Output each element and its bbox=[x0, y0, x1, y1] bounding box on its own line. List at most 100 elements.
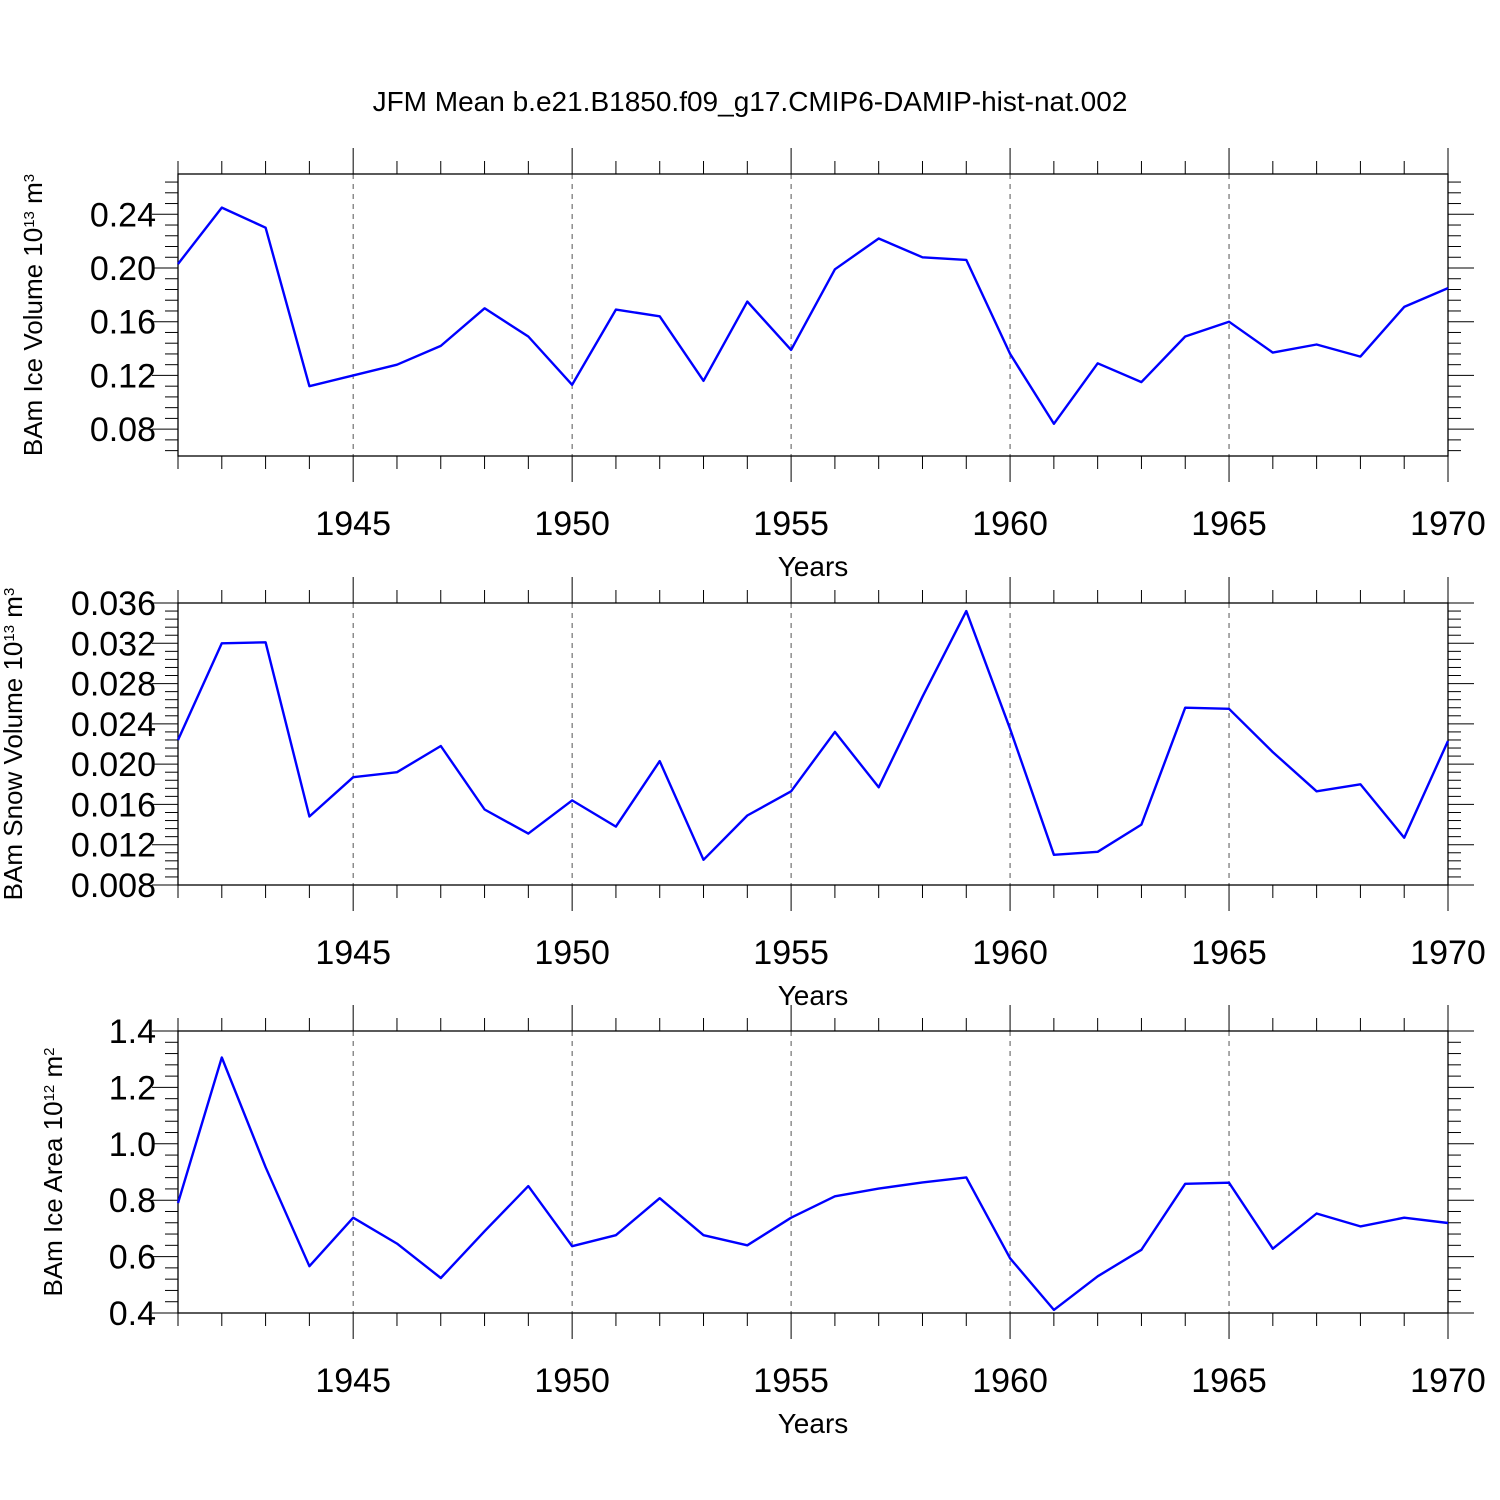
data-point bbox=[307, 1264, 311, 1268]
series-line bbox=[176, 1056, 1449, 1312]
y-tick-label: 0.028 bbox=[71, 666, 156, 704]
y-axis-label-part: BAm Snow Volume 10 bbox=[0, 642, 28, 901]
data-point bbox=[1139, 380, 1143, 384]
data-point bbox=[1052, 853, 1056, 857]
x-tick-label: 1960 bbox=[972, 1362, 1048, 1400]
data-point bbox=[1358, 782, 1362, 786]
data-point bbox=[1096, 1274, 1100, 1278]
x-tick-label: 1965 bbox=[1191, 1362, 1267, 1400]
panel-2: 1945 1950 1955 1960 1965 1970Years0.0080.0120… bbox=[0, 577, 1486, 1011]
plot-frame bbox=[177, 1030, 1449, 1314]
y-tick-label: 0.4 bbox=[109, 1295, 156, 1333]
x-axis-label: Years bbox=[778, 1408, 849, 1439]
series-line bbox=[176, 609, 1450, 861]
data-point bbox=[1315, 343, 1319, 347]
data-point bbox=[789, 348, 793, 352]
data-point bbox=[789, 1216, 793, 1220]
y-tick-label: 0.032 bbox=[71, 625, 156, 663]
data-point bbox=[1446, 1221, 1450, 1225]
data-point bbox=[1358, 355, 1362, 359]
y-tick-label: 0.20 bbox=[90, 250, 156, 288]
data-point bbox=[1227, 1181, 1231, 1185]
x-tick-label: 1970 bbox=[1410, 505, 1486, 543]
series-line bbox=[177, 206, 1449, 425]
x-tick-label: 1970 bbox=[1410, 934, 1486, 972]
data-point bbox=[1402, 305, 1406, 309]
y-axis-label-superscript: 13 bbox=[1, 625, 18, 642]
data-point bbox=[1358, 1224, 1362, 1228]
data-point bbox=[1271, 750, 1275, 754]
y-tick-label: 0.008 bbox=[71, 867, 156, 905]
data-point bbox=[1271, 351, 1275, 355]
y-axis-label-part: BAm Ice Area 10 bbox=[38, 1101, 68, 1296]
chart-title: JFM Mean b.e21.B1850.f09_g17.CMIP6-DAMIP… bbox=[373, 86, 1128, 117]
y-tick-label: 0.24 bbox=[90, 196, 156, 234]
data-point bbox=[877, 236, 881, 240]
y-tick-label: 1.2 bbox=[109, 1069, 156, 1107]
data-point bbox=[1183, 334, 1187, 338]
data-point bbox=[176, 1201, 180, 1205]
data-point bbox=[877, 1187, 881, 1191]
data-point bbox=[614, 825, 618, 829]
x-axis-label: Years bbox=[778, 551, 849, 582]
data-point bbox=[745, 814, 749, 818]
data-point bbox=[833, 267, 837, 271]
data-point bbox=[351, 1216, 355, 1220]
data-point bbox=[614, 1233, 618, 1237]
data-point bbox=[877, 785, 881, 789]
data-point bbox=[483, 807, 487, 811]
y-axis-label-superscript: 3 bbox=[21, 174, 38, 182]
y-tick-label: 0.8 bbox=[109, 1182, 156, 1220]
data-point bbox=[702, 379, 706, 383]
y-axis-label: BAm Ice Volume 1013 m3 bbox=[18, 174, 48, 456]
data-point bbox=[658, 759, 662, 763]
data-point bbox=[351, 775, 355, 779]
data-point bbox=[307, 815, 311, 819]
data-point bbox=[1315, 1211, 1319, 1215]
data-point bbox=[833, 1194, 837, 1198]
data-point bbox=[833, 730, 837, 734]
data-point bbox=[395, 770, 399, 774]
data-point bbox=[1402, 1216, 1406, 1220]
data-point bbox=[702, 858, 706, 862]
data-point bbox=[1008, 727, 1012, 731]
data-point bbox=[1139, 1248, 1143, 1252]
data-point bbox=[570, 383, 574, 387]
y-axis-label-superscript: 13 bbox=[21, 211, 38, 228]
data-point bbox=[1227, 320, 1231, 324]
data-point bbox=[439, 744, 443, 748]
data-point bbox=[570, 1244, 574, 1248]
data-point bbox=[526, 1184, 530, 1188]
data-point bbox=[1096, 361, 1100, 365]
x-tick-label: 1945 bbox=[315, 1362, 391, 1400]
x-tick-label: 1950 bbox=[534, 1362, 610, 1400]
panel-1: 1945 1950 1955 1960 1965 1970 Years 0.08 0.12 0.1… bbox=[18, 148, 1486, 582]
x-tick-label: 1970 bbox=[1410, 1362, 1486, 1400]
panels: 1945 1950 1955 1960 1965 1970 Years 0.08 0.12 0.1… bbox=[0, 148, 1486, 1439]
data-point bbox=[964, 1175, 968, 1179]
x-tick-label: 1955 bbox=[753, 505, 829, 543]
x-tick-label: 1955 bbox=[753, 934, 829, 972]
data-point bbox=[1096, 850, 1100, 854]
x-tick-label: 1950 bbox=[534, 934, 610, 972]
y-tick-label: 0.024 bbox=[71, 706, 156, 744]
data-point bbox=[1402, 836, 1406, 840]
x-tick-label: 1950 bbox=[534, 505, 610, 543]
data-point bbox=[570, 798, 574, 802]
x-axis-label: Years bbox=[778, 980, 849, 1011]
y-axis-label-superscript: 2 bbox=[41, 1047, 58, 1055]
data-point bbox=[1183, 1182, 1187, 1186]
data-point bbox=[220, 1056, 224, 1060]
y-axis-label-superscript: 12 bbox=[41, 1085, 58, 1102]
data-point bbox=[483, 306, 487, 310]
data-point bbox=[526, 832, 530, 836]
x-tick-label: 1945 bbox=[315, 505, 391, 543]
data-point bbox=[307, 384, 311, 388]
y-axis-label-part: m bbox=[0, 596, 28, 625]
data-point bbox=[1052, 422, 1056, 426]
data-point bbox=[1446, 286, 1450, 290]
y-tick-label: 0.016 bbox=[71, 786, 156, 824]
y-tick-label: 0.6 bbox=[109, 1239, 156, 1277]
data-point bbox=[1227, 707, 1231, 711]
